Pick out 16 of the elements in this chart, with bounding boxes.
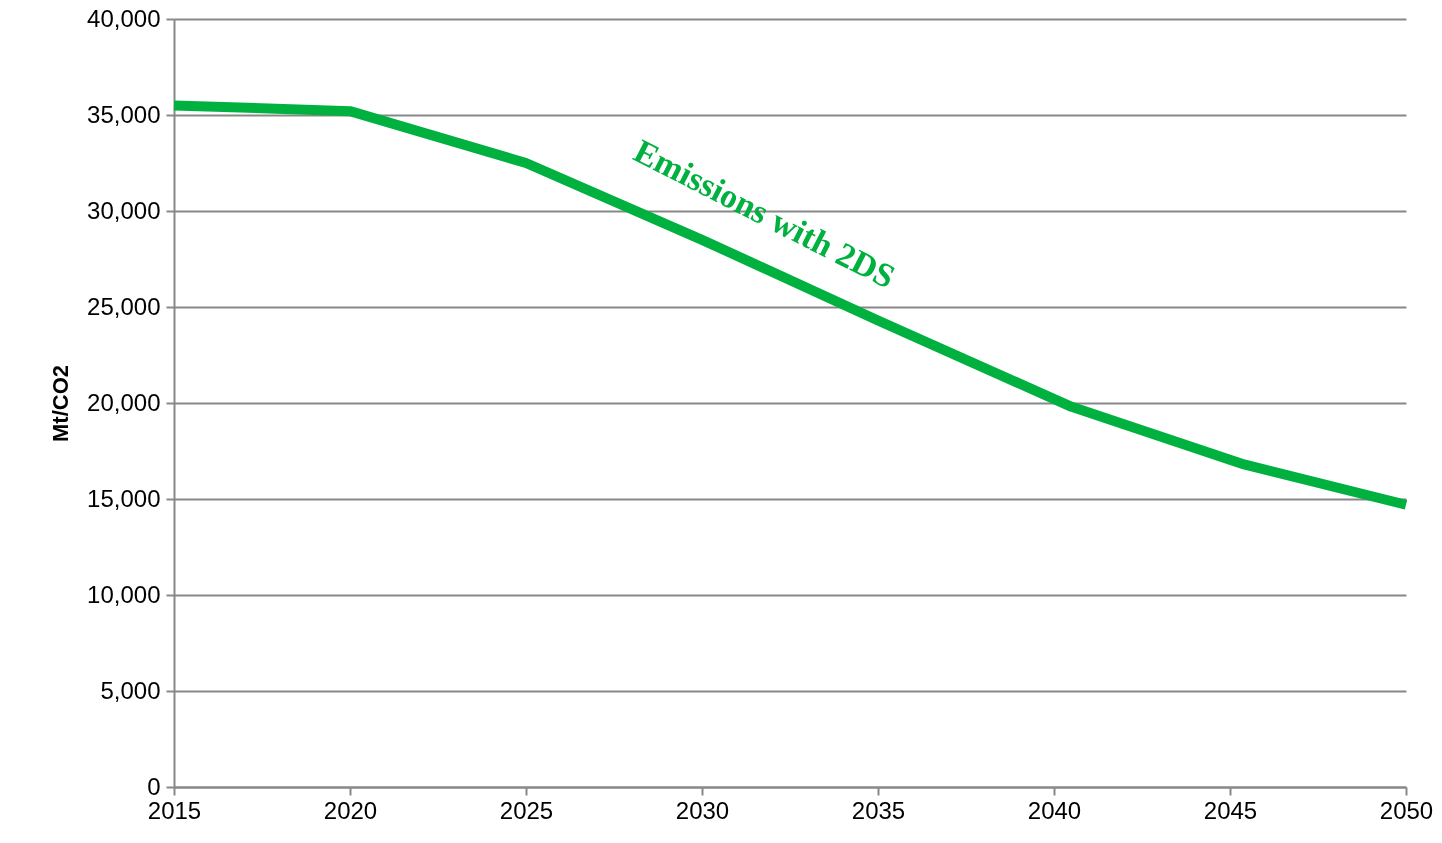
x-tick-label: 2035 — [851, 796, 906, 824]
y-tick-label: 5,000 — [100, 676, 161, 704]
y-tick-label: 35,000 — [87, 100, 161, 128]
y-tick-label: 10,000 — [87, 580, 161, 608]
x-tick-label: 2030 — [675, 796, 730, 824]
y-tick-label: 40,000 — [87, 4, 161, 32]
x-tick-label: 2025 — [499, 796, 554, 824]
y-tick-label: 20,000 — [87, 388, 161, 416]
y-tick-label: 25,000 — [87, 292, 161, 320]
y-tick-label: 15,000 — [87, 484, 161, 512]
x-tick-label: 2050 — [1379, 796, 1434, 824]
x-tick-label: 2040 — [1027, 796, 1082, 824]
x-tick-label: 2045 — [1203, 796, 1258, 824]
y-axis-title: Mt/CO2 — [48, 365, 74, 442]
x-tick-label: 2020 — [323, 796, 378, 824]
y-tick-label: 30,000 — [87, 196, 161, 224]
